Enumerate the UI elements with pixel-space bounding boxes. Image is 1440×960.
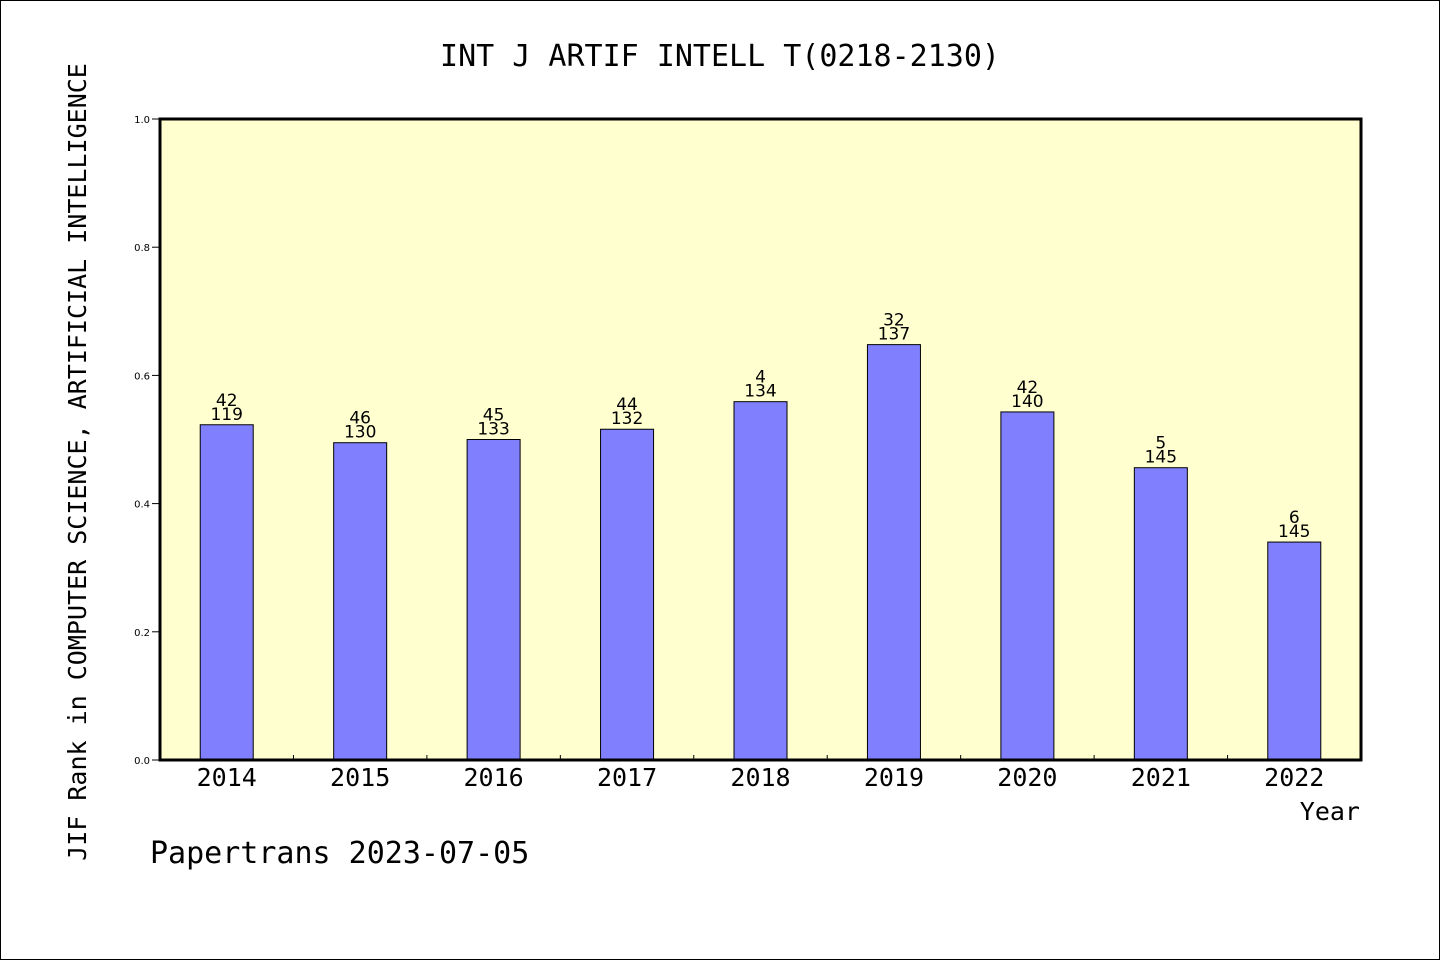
- chart-title: INT J ARTIF INTELL T(0218-2130): [440, 39, 1000, 74]
- bar-rank-label: 42: [1017, 378, 1039, 398]
- x-axis-label: Year: [1300, 797, 1360, 826]
- bar-2021: [1133, 467, 1188, 761]
- bar-rank-label: 45: [483, 406, 505, 426]
- y-tick-label: 0.2: [134, 628, 150, 639]
- bar-rank-label: 46: [349, 409, 371, 429]
- footer-text: Papertrans 2023-07-05: [150, 836, 529, 871]
- bar-total-label: 137: [878, 325, 910, 345]
- y-tick-label: 0.6: [134, 371, 150, 382]
- x-tick-label: 2019: [864, 763, 924, 792]
- x-tick-label: 2022: [1264, 763, 1324, 792]
- y-axis-label: JIF Rank in COMPUTER SCIENCE, ARTIFICIAL…: [63, 63, 92, 861]
- bar-total-label: 140: [1011, 392, 1043, 412]
- bar-total-label: 134: [744, 382, 776, 402]
- bar-2017: [600, 428, 655, 761]
- y-tick-label: 0.4: [134, 500, 150, 511]
- bar-total-label: 145: [1278, 522, 1310, 542]
- x-tick-label: 2014: [197, 763, 257, 792]
- y-tick-label: 0.0: [134, 756, 150, 767]
- bar-rank-label: 5: [1155, 434, 1166, 454]
- bar-2014: [199, 424, 254, 761]
- bar-rank-label: 4: [755, 368, 766, 388]
- x-tick-label: 2015: [330, 763, 390, 792]
- bar-rank-label: 44: [616, 395, 638, 415]
- x-tick-label: 2016: [464, 763, 524, 792]
- bar-2022: [1267, 541, 1322, 761]
- bar-rank-label: 32: [883, 311, 905, 331]
- bar-2018: [733, 401, 788, 761]
- x-tick-label: 2018: [730, 763, 790, 792]
- bar-total-label: 145: [1145, 448, 1177, 468]
- x-tick-label: 2021: [1131, 763, 1191, 792]
- bar-2016: [466, 439, 521, 761]
- bar-2019: [866, 344, 921, 761]
- x-axis-ticks: 2014 2015 2016 2017 2018 2019 2020 2021 2022: [197, 755, 1324, 792]
- y-axis-ticks: 0.0 0.2 0.4 0.6 0.8 1.0: [134, 115, 160, 767]
- x-tick-label: 2020: [997, 763, 1057, 792]
- bar-total-label: 132: [611, 409, 643, 429]
- bar-rank-label: 6: [1289, 508, 1300, 528]
- bar-2015: [333, 442, 388, 761]
- bar-rank-label: 42: [216, 391, 238, 411]
- x-tick-label: 2017: [597, 763, 657, 792]
- bar-total-label: 133: [477, 420, 509, 440]
- y-tick-label: 1.0: [134, 115, 150, 126]
- plot-border: [158, 117, 1363, 762]
- bar-2020: [1000, 411, 1055, 761]
- bar-total-label: 119: [210, 405, 242, 425]
- y-tick-label: 0.8: [134, 243, 150, 254]
- bar-total-label: 130: [344, 423, 376, 443]
